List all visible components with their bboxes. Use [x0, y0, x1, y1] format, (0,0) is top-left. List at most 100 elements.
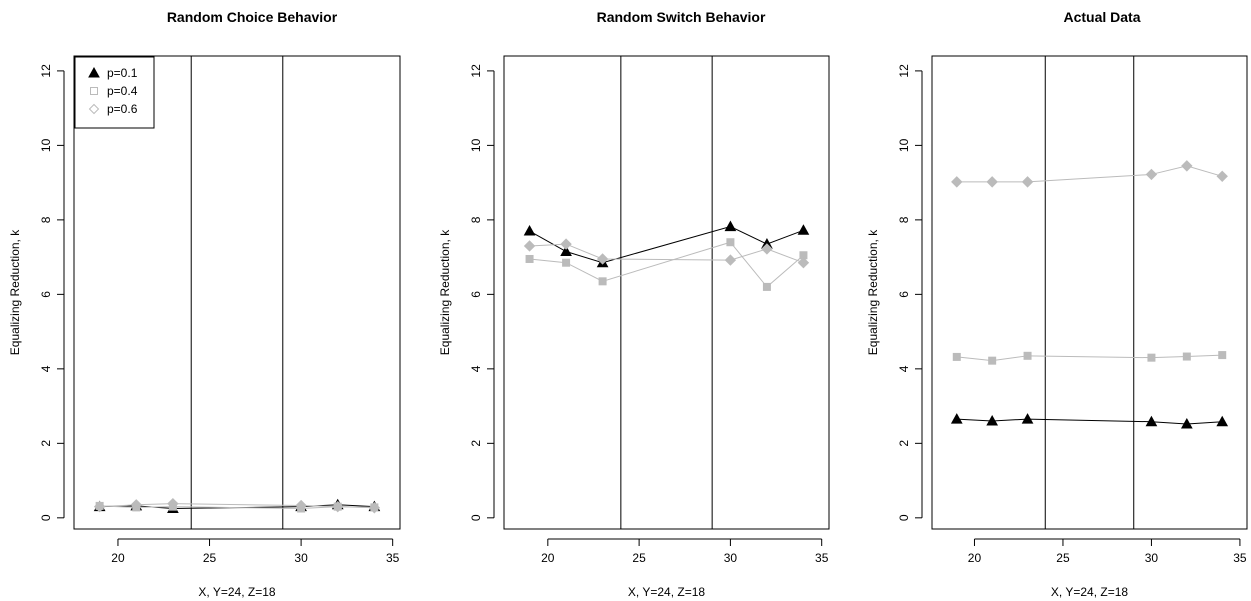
chart-title: Random Choice Behavior [167, 9, 338, 25]
x-tick-label: 35 [386, 551, 400, 565]
y-tick-label: 10 [897, 138, 911, 152]
x-tick-label: 35 [815, 551, 829, 565]
series-line-2 [529, 241, 804, 288]
y-tick-label: 0 [897, 514, 911, 521]
data-point [560, 238, 572, 250]
y-axis-label: Equalizing Reduction, k [8, 229, 22, 355]
data-point [93, 500, 106, 513]
x-axis-label: X, Y=24, Z=18 [628, 585, 705, 599]
data-point [368, 502, 381, 514]
data-point [598, 277, 607, 286]
x-tick-label: 25 [1056, 551, 1070, 565]
data-point [726, 238, 735, 247]
x-tick-label: 25 [203, 551, 217, 565]
series-line-1 [529, 226, 804, 264]
data-point [1145, 415, 1158, 427]
data-point [596, 253, 609, 265]
data-point [525, 254, 534, 263]
chart-panel-3: Actual Data 20 25 30 35 X, Y=24, Z=18 0 2 4 6 8 10 1… [866, 9, 1248, 599]
y-tick-label: 2 [897, 440, 911, 447]
x-tick-label: 30 [1145, 551, 1159, 565]
data-point [986, 414, 999, 426]
data-point [761, 243, 773, 255]
y-tick-label: 10 [469, 138, 483, 152]
data-point [167, 497, 179, 510]
data-point [562, 258, 571, 267]
data-point [130, 499, 142, 511]
y-tick-label: 0 [469, 514, 483, 521]
legend-marker [88, 103, 100, 115]
data-point [797, 256, 810, 269]
x-tick-label: 30 [294, 551, 308, 565]
plot-frame [73, 55, 401, 530]
series-line-1 [956, 418, 1223, 425]
y-tick-label: 4 [897, 365, 911, 372]
series-line-3 [529, 243, 804, 264]
y-tick-label: 12 [39, 64, 53, 78]
y-tick-label: 8 [39, 216, 53, 223]
data-point [950, 413, 963, 424]
y-tick-label: 10 [39, 138, 53, 152]
data-point [797, 224, 810, 235]
chart-panel-1: Random Choice Behavior 20 25 30 35 X, Y=24, Z… [8, 9, 401, 599]
y-tick-label: 4 [469, 365, 483, 372]
series-line-3 [99, 503, 375, 509]
data-point [951, 176, 963, 188]
data-point [1181, 160, 1193, 172]
y-tick-label: 8 [897, 216, 911, 223]
y-tick-label: 4 [39, 365, 53, 372]
x-tick-label: 25 [632, 551, 646, 565]
x-tick-label: 35 [1233, 551, 1247, 565]
y-tick-label: 8 [469, 216, 483, 223]
data-point [1216, 415, 1229, 427]
y-tick-label: 2 [39, 440, 53, 447]
data-point [1023, 351, 1032, 360]
data-point [1182, 352, 1191, 361]
data-point [724, 220, 737, 232]
data-point [1218, 351, 1227, 360]
data-point [560, 245, 572, 257]
data-point [295, 499, 307, 512]
data-point [1216, 170, 1228, 183]
y-axis-label: Equalizing Reduction, k [438, 229, 452, 355]
data-point [1147, 353, 1156, 362]
chart-title: Random Switch Behavior [597, 9, 766, 25]
plot-frame [931, 55, 1248, 530]
series-line-3 [956, 165, 1223, 183]
series-line-2 [956, 354, 1223, 362]
x-axis-label: X, Y=24, Z=18 [198, 585, 275, 599]
y-tick-label: 2 [469, 440, 483, 447]
y-tick-label: 12 [897, 64, 911, 78]
legend-marker [88, 66, 100, 78]
data-point [724, 254, 737, 266]
data-point [986, 176, 998, 188]
x-tick-label: 20 [968, 551, 982, 565]
x-tick-label: 30 [724, 551, 738, 565]
data-point [1145, 168, 1158, 181]
data-point [1021, 413, 1034, 424]
legend-box [74, 56, 155, 129]
data-point [952, 352, 961, 361]
legend-label: p=0.1 [107, 66, 138, 80]
data-point [988, 356, 997, 365]
data-point [523, 240, 536, 252]
chart-title: Actual Data [1063, 9, 1140, 25]
legend-marker [90, 87, 98, 95]
data-point [1180, 417, 1193, 429]
data-point [332, 500, 344, 513]
legend-label: p=0.4 [107, 84, 138, 98]
y-tick-label: 6 [897, 291, 911, 298]
legend-label: p=0.6 [107, 102, 138, 116]
data-point [762, 282, 771, 291]
y-tick-label: 6 [469, 291, 483, 298]
x-axis-label: X, Y=24, Z=18 [1051, 585, 1128, 599]
x-tick-label: 20 [111, 551, 125, 565]
y-axis-label: Equalizing Reduction, k [866, 229, 880, 355]
plot-frame [503, 55, 830, 530]
data-point [523, 225, 536, 236]
data-point [1021, 176, 1034, 188]
x-tick-label: 20 [541, 551, 555, 565]
y-tick-label: 12 [469, 64, 483, 78]
y-tick-label: 6 [39, 291, 53, 298]
